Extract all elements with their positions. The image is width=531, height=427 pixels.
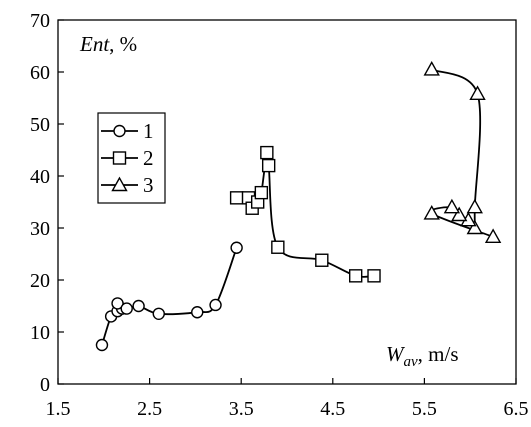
x-axis-title-sub: av xyxy=(404,354,419,370)
x-tick-label: 4.5 xyxy=(320,398,345,420)
legend-label-2: 2 xyxy=(143,146,154,170)
series-3-point xyxy=(451,206,468,222)
x-axis-title-main: W xyxy=(386,342,406,366)
y-axis-title-main: Ent xyxy=(79,32,110,56)
series-1-point xyxy=(111,297,124,310)
y-tick-label: 30 xyxy=(30,218,50,240)
series-3-point xyxy=(466,198,483,214)
x-tick-label: 5.5 xyxy=(412,398,437,420)
y-tick-label: 40 xyxy=(30,166,50,188)
series-1-point xyxy=(132,299,145,313)
series-3-point xyxy=(423,205,440,220)
axes: 0 10 20 30 40 50 60 70 1.5 2.5 3.5 4.5 5.5 6.5 xyxy=(30,10,529,420)
series-1-curve xyxy=(101,247,238,346)
series-3-point xyxy=(469,85,486,101)
series-2-point xyxy=(271,240,285,254)
x-axis-title-unit: , m/s xyxy=(418,342,459,366)
series-curves xyxy=(101,68,494,346)
y-tick-label: 70 xyxy=(30,10,50,32)
y-tick-label: 20 xyxy=(30,270,50,292)
series-3-point xyxy=(423,60,440,76)
y-tick-label: 50 xyxy=(30,114,50,136)
series-2-point xyxy=(260,145,274,160)
series-1-point xyxy=(209,298,222,312)
series-markers xyxy=(95,60,502,352)
series-2-point xyxy=(229,191,244,205)
series-3-point xyxy=(484,228,502,244)
y-axis-title-unit: , % xyxy=(109,32,137,56)
series-2-point xyxy=(367,269,381,283)
series-3-point xyxy=(443,198,461,214)
y-tick-label: 0 xyxy=(40,374,50,396)
plot-frame xyxy=(57,19,517,385)
y-tick-label: 10 xyxy=(30,322,50,344)
x-axis-title: Wav, m/s xyxy=(386,342,459,370)
legend-marker-2 xyxy=(112,151,127,165)
series-1-point xyxy=(230,241,243,254)
series-2-point xyxy=(261,158,276,173)
series-2-point xyxy=(315,253,329,267)
x-tick-label: 6.5 xyxy=(504,398,529,420)
legend: 1 2 3 xyxy=(97,112,166,204)
x-tick-label: 2.5 xyxy=(137,398,162,420)
series-1-point xyxy=(191,306,204,319)
legend-label-1: 1 xyxy=(143,119,154,143)
legend-label-3: 3 xyxy=(143,173,154,197)
legend-marker-3 xyxy=(111,176,128,192)
series-1-point xyxy=(152,307,165,320)
series-1-point xyxy=(120,302,133,315)
series-1-point xyxy=(95,338,109,352)
series-2-point xyxy=(254,185,269,200)
y-tick-label: 60 xyxy=(30,62,50,84)
y-axis-title: Ent, % xyxy=(79,32,137,56)
series-3-point xyxy=(466,219,483,235)
series-2-point xyxy=(349,269,363,283)
x-tick-label: 3.5 xyxy=(229,398,254,420)
x-tick-label: 1.5 xyxy=(46,398,71,420)
legend-marker-1 xyxy=(113,124,126,138)
